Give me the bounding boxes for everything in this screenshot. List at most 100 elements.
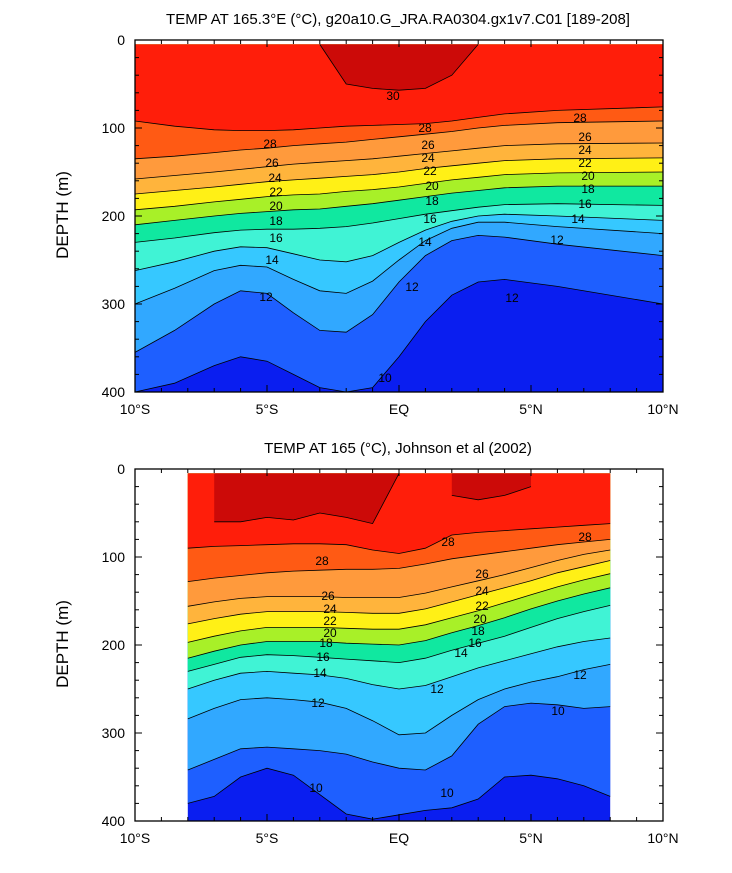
isotherm-20 — [134, 185, 663, 226]
bottom-panel: TEMP AT 165 (°C), Johnson et al (2002) 1… — [53, 440, 679, 846]
contour-region-30 — [319, 44, 479, 91]
x-tick-label: EQ — [389, 830, 409, 846]
contour-label: 10 — [440, 786, 454, 800]
contour-label: 14 — [571, 212, 585, 226]
bottom-panel-title: TEMP AT 165 (°C), Johnson et al (2002) — [264, 440, 532, 457]
contour-region-30 — [214, 473, 399, 524]
isotherm-22 — [187, 573, 611, 643]
isotherm-24 — [187, 560, 611, 625]
isotherm-16 — [187, 637, 611, 690]
contour-label: 28 — [573, 111, 587, 125]
bottom-y-axis-label: DEPTH (m) — [53, 600, 72, 688]
contour-label: 20 — [581, 169, 595, 183]
x-tick-label: 5°S — [256, 401, 279, 417]
contour-label: 12 — [405, 280, 419, 294]
contour-label: 24 — [578, 143, 592, 157]
contour-label: 24 — [268, 171, 282, 185]
contour-label: 26 — [265, 156, 279, 170]
contour-label: 10 — [309, 781, 323, 795]
contour-label: 12 — [550, 233, 564, 247]
y-tick-label: 400 — [102, 813, 126, 829]
contour-label: 18 — [581, 182, 595, 196]
isotherm-28 — [187, 539, 611, 582]
x-tick-label: 10°S — [120, 401, 151, 417]
x-tick-label: 5°S — [256, 830, 279, 846]
isotherm-30 — [214, 473, 400, 525]
contour-label: 16 — [316, 650, 330, 664]
contour-label: 14 — [418, 235, 432, 249]
contour-label: 18 — [319, 636, 333, 650]
y-tick-label: 300 — [102, 725, 126, 741]
x-tick-label: EQ — [389, 401, 409, 417]
y-tick-label: 100 — [102, 549, 126, 565]
contour-label: 16 — [269, 231, 283, 245]
contour-label: 22 — [475, 599, 489, 613]
x-tick-label: 10°S — [120, 830, 151, 846]
isotherm-24 — [134, 157, 664, 195]
contour-label: 14 — [265, 253, 279, 267]
isotherm-29 — [187, 523, 611, 554]
contour-label: 28 — [315, 554, 329, 568]
isotherm-14 — [134, 221, 664, 305]
contour-label: 12 — [259, 290, 273, 304]
isotherm-10 — [134, 278, 664, 393]
x-tick-label: 10°N — [647, 830, 678, 846]
isotherm-30 — [319, 44, 479, 91]
contour-label: 26 — [475, 567, 489, 581]
contour-label: 14 — [454, 646, 468, 660]
contour-label: 30 — [386, 89, 400, 103]
contour-label: 14 — [313, 666, 327, 680]
top-panel: TEMP AT 165.3°E (°C), g20a10.G_JRA.RA030… — [53, 11, 679, 417]
x-tick-label: 10°N — [647, 401, 678, 417]
contour-label: 24 — [323, 602, 337, 616]
contour-label: 24 — [475, 584, 489, 598]
contour-label: 16 — [468, 636, 482, 650]
contour-label: 20 — [473, 612, 487, 626]
isotherm-14 — [187, 664, 611, 736]
isotherm-22 — [134, 171, 664, 211]
contour-label: 16 — [423, 212, 437, 226]
contour-label: 22 — [323, 614, 337, 628]
y-tick-label: 100 — [102, 120, 126, 136]
isotherm-28 — [134, 120, 664, 160]
contour-label: 22 — [423, 164, 437, 178]
contour-label: 22 — [578, 156, 592, 170]
contour-label: 20 — [323, 626, 337, 640]
isotherm-26 — [187, 549, 611, 607]
isotherm-30 — [451, 486, 532, 501]
isotherm-12 — [187, 702, 611, 771]
x-tick-label: 5°N — [519, 401, 543, 417]
contour-label: 20 — [425, 179, 439, 193]
isotherm-20 — [187, 587, 611, 659]
isotherm-16 — [134, 213, 664, 271]
contour-label: 20 — [269, 199, 283, 213]
y-tick-label: 200 — [102, 208, 126, 224]
contour-label: 12 — [430, 682, 444, 696]
top-panel-title: TEMP AT 165.3°E (°C), g20a10.G_JRA.RA030… — [166, 11, 630, 28]
contour-label: 22 — [269, 185, 283, 199]
contour-label: 28 — [418, 121, 432, 135]
contour-label: 16 — [578, 197, 592, 211]
contour-label: 18 — [471, 624, 485, 638]
isotherm-29 — [134, 106, 664, 131]
y-tick-label: 0 — [117, 32, 125, 48]
isotherm-26 — [134, 142, 664, 180]
x-tick-label: 5°N — [519, 830, 543, 846]
isotherm-12 — [134, 234, 664, 353]
contour-label: 12 — [311, 696, 325, 710]
contour-label: 28 — [263, 137, 277, 151]
contour-label: 24 — [421, 151, 435, 165]
y-tick-label: 200 — [102, 637, 126, 653]
contour-label: 10 — [378, 371, 392, 385]
contour-label: 18 — [269, 214, 283, 228]
contour-label: 12 — [573, 668, 587, 682]
contour-label: 26 — [421, 138, 435, 152]
top-y-axis-label: DEPTH (m) — [53, 171, 72, 259]
contour-label: 12 — [505, 291, 519, 305]
isotherm-18 — [187, 605, 611, 672]
contour-label: 28 — [578, 530, 592, 544]
isotherm-18 — [134, 203, 664, 243]
contour-label: 26 — [578, 130, 592, 144]
